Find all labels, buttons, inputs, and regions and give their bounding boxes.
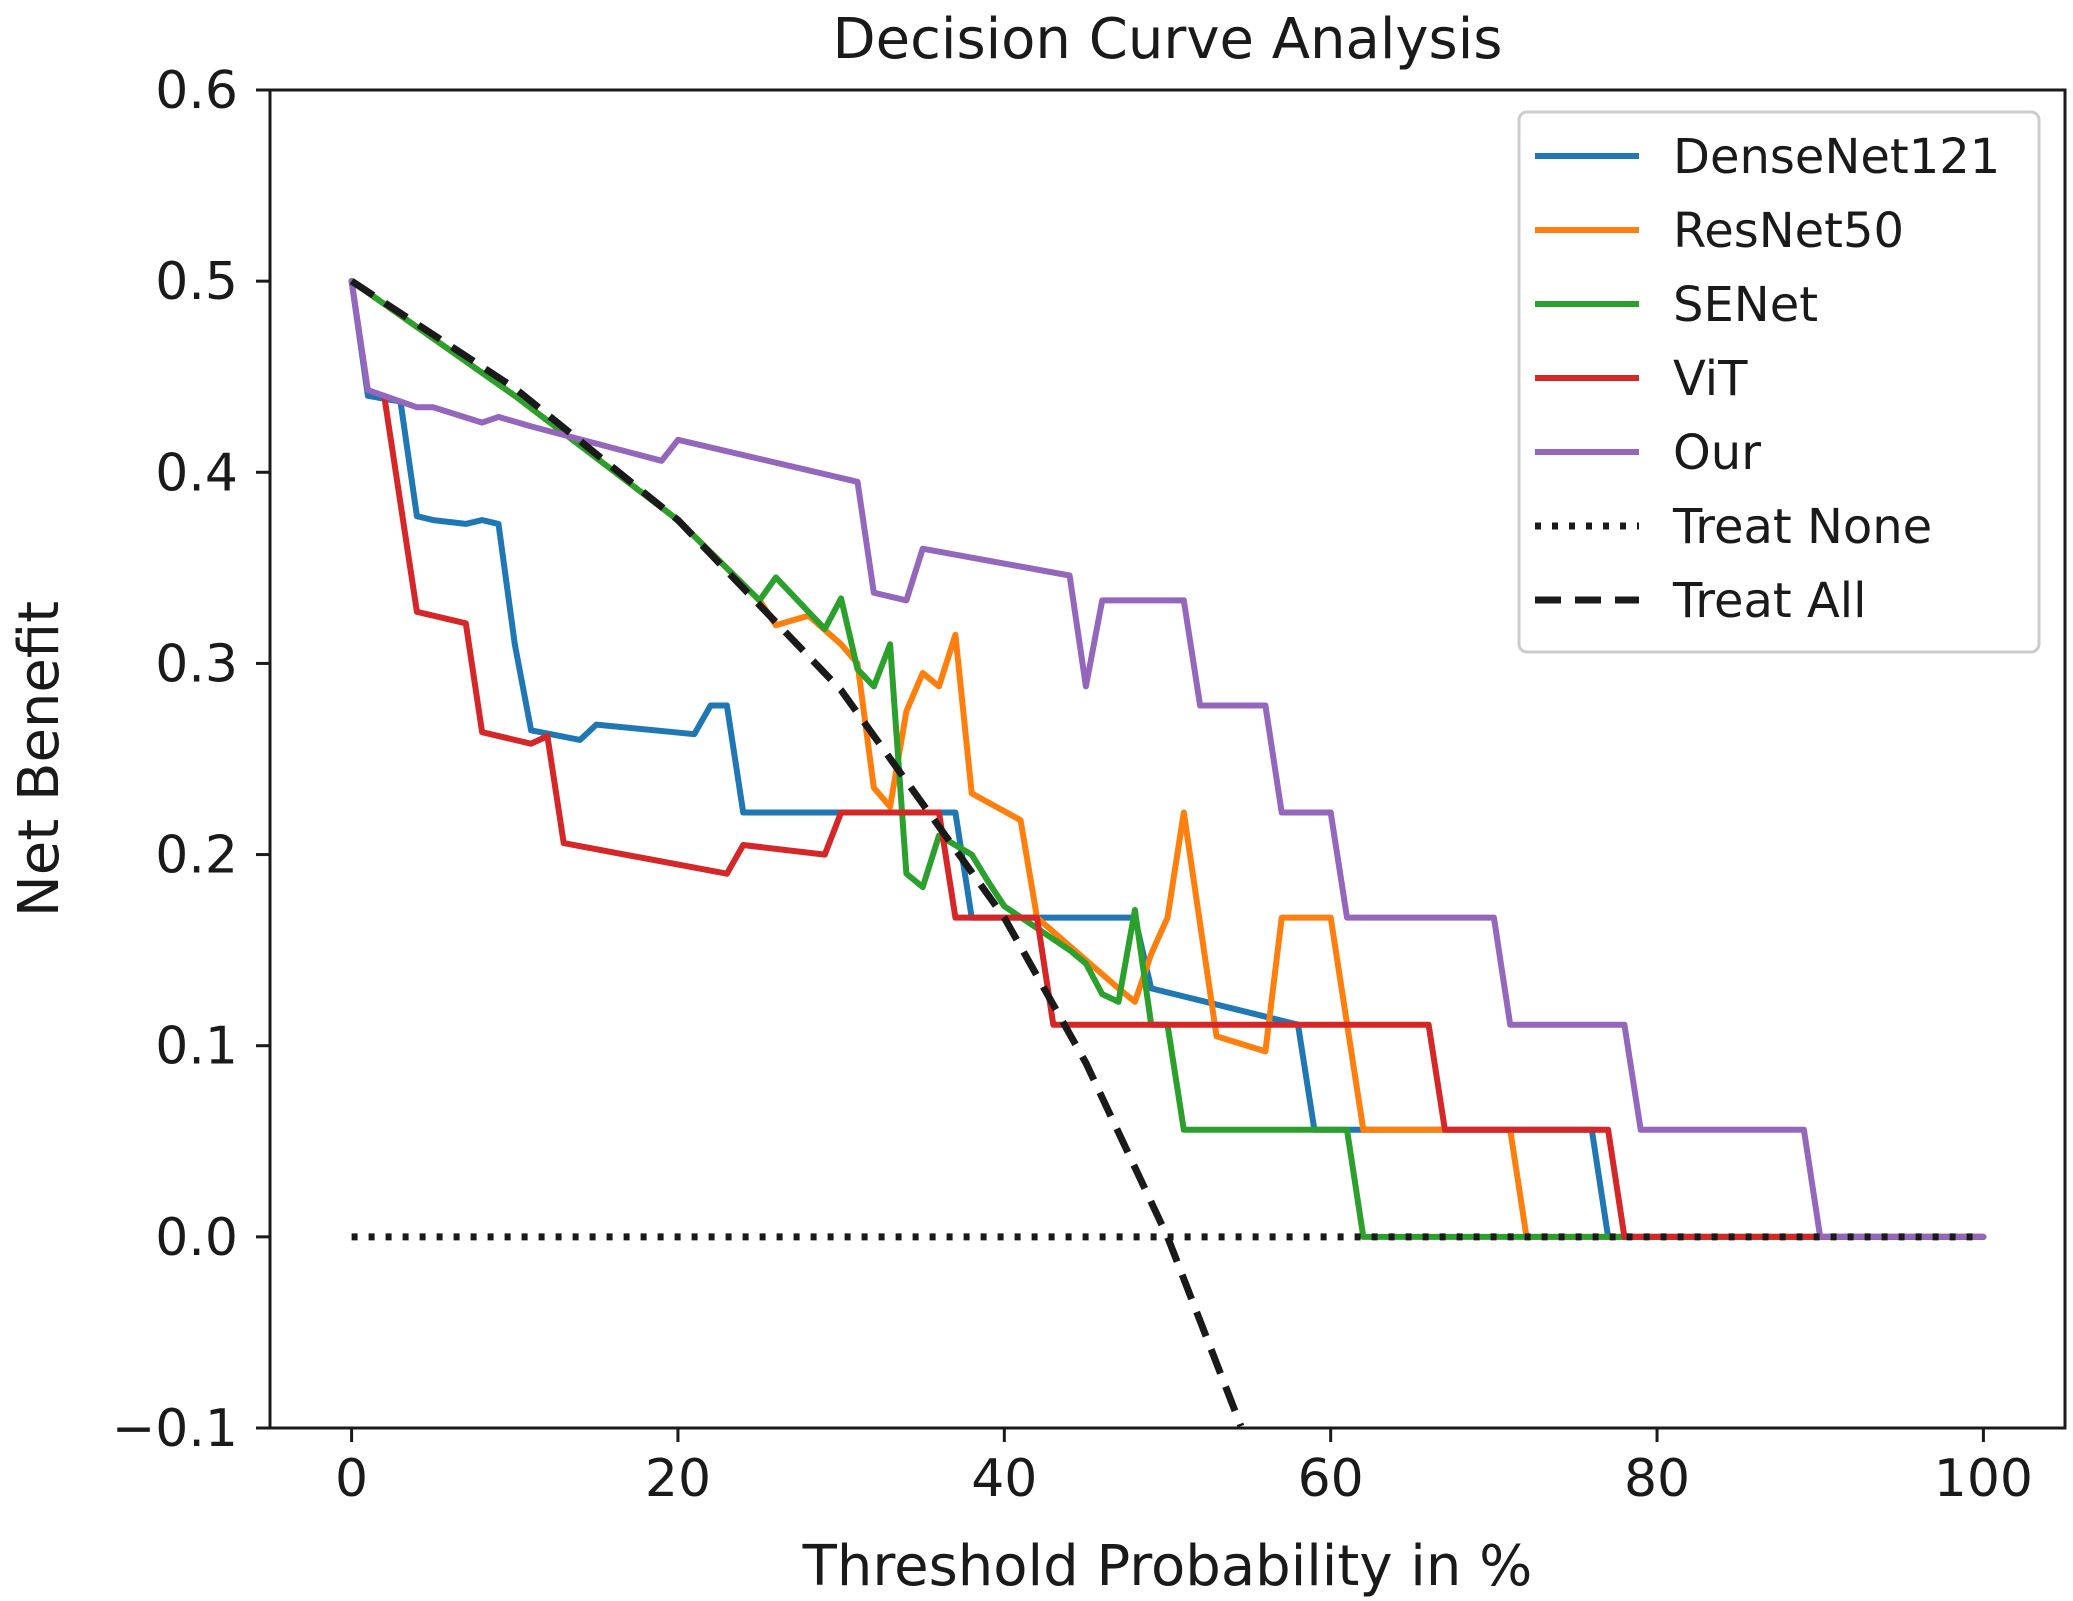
legend-label-our: Our — [1673, 425, 1761, 481]
x-tick-label: 0 — [335, 1449, 368, 1509]
series-line-our — [348, 278, 1987, 1240]
y-tick-label: 0.1 — [155, 1017, 238, 1077]
legend-label-treat-all: Treat All — [1672, 573, 1866, 629]
x-axis-title: Threshold Probability in % — [802, 1534, 1533, 1599]
y-axis-title: Net Benefit — [7, 601, 72, 917]
x-tick-label: 100 — [1934, 1449, 2033, 1509]
x-tick-label: 40 — [971, 1449, 1037, 1509]
x-tick-label: 20 — [645, 1449, 711, 1509]
legend-box — [1517, 110, 2041, 654]
series-line-resnet50 — [348, 278, 1987, 1240]
legend: DenseNet121 ResNet50 SENet ViT Our Treat None… — [1517, 110, 2041, 654]
y-tick-label: 0.2 — [155, 826, 238, 886]
y-tick-label: 0.5 — [155, 252, 238, 312]
y-tick-label: −0.1 — [112, 1399, 238, 1459]
legend-label-senet: SENet — [1673, 277, 1818, 333]
y-tick-label: 0.3 — [155, 634, 238, 694]
y-tick-label: 0.4 — [155, 443, 238, 503]
x-tick-label: 80 — [1624, 1449, 1690, 1509]
y-tick-label: 0.6 — [155, 61, 238, 121]
legend-label-treat-none: Treat None — [1672, 499, 1932, 555]
x-tick-label: 60 — [1298, 1449, 1364, 1509]
legend-label-densenet121: DenseNet121 — [1673, 129, 2000, 185]
plot-frame — [268, 88, 2067, 1430]
y-tick-label: 0.0 — [155, 1208, 238, 1268]
series-line-vit — [381, 392, 1987, 1240]
legend-label-resnet50: ResNet50 — [1673, 203, 1904, 259]
plot-lines — [348, 278, 1987, 1428]
series-line-treat-all — [349, 278, 1245, 1428]
legend-label-vit: ViT — [1673, 351, 1748, 407]
chart-title: Decision Curve Analysis — [833, 7, 1503, 72]
